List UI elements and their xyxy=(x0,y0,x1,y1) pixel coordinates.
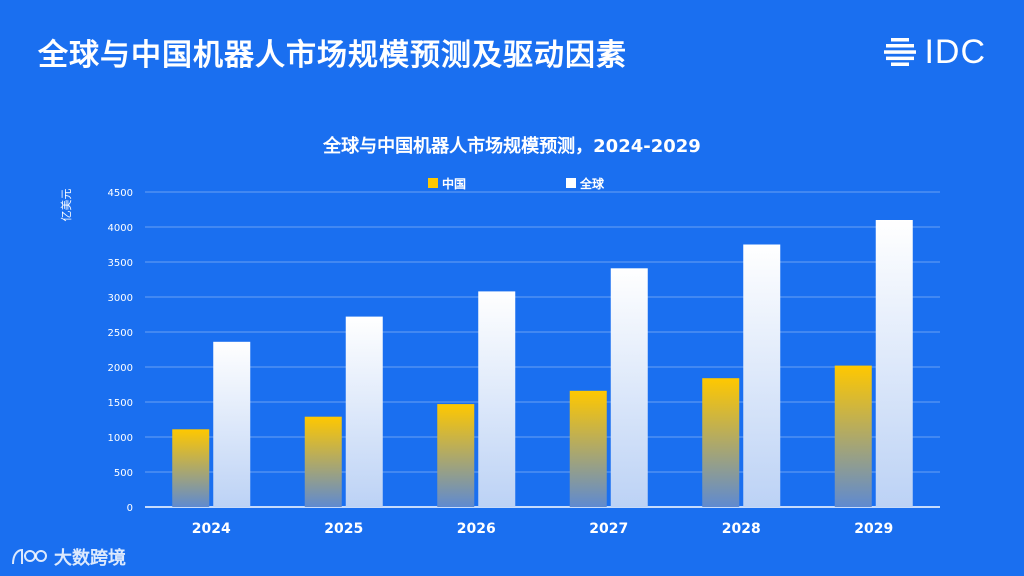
y-tick-label: 4000 xyxy=(108,223,133,234)
y-tick-label: 2500 xyxy=(108,328,133,339)
china-bar xyxy=(834,365,872,507)
watermark-text: 大数跨境 xyxy=(54,548,126,569)
china-bar xyxy=(702,378,740,507)
y-tick-label: 2000 xyxy=(108,363,133,374)
chart-title: 全球与中国机器人市场规模预测，2024-2029 xyxy=(323,136,701,157)
logo-text: IDC xyxy=(924,33,986,71)
x-tick-label: 2028 xyxy=(722,521,761,537)
global-bar xyxy=(345,316,383,507)
y-tick-label: 4500 xyxy=(108,188,133,199)
china-bar xyxy=(569,390,607,507)
y-tick-label: 3000 xyxy=(108,293,133,304)
legend-swatch-china xyxy=(428,178,438,188)
y-tick-label: 1000 xyxy=(108,433,133,444)
x-tick-label: 2025 xyxy=(324,521,363,537)
legend-label-global: 全球 xyxy=(579,176,605,191)
china-bar xyxy=(172,429,210,507)
global-bar xyxy=(610,268,648,507)
watermark: 大数跨境 xyxy=(10,544,126,570)
legend-label-china: 中国 xyxy=(442,176,466,191)
x-tick-label: 2029 xyxy=(854,521,893,537)
global-bar xyxy=(478,291,516,507)
page-title: 全球与中国机器人市场规模预测及驱动因素 xyxy=(38,38,627,73)
global-bar xyxy=(875,220,913,507)
x-tick-label: 2024 xyxy=(192,521,231,537)
y-tick-label: 0 xyxy=(127,503,133,514)
china-bar xyxy=(304,416,342,507)
y-axis-label: 亿美元 xyxy=(60,189,73,222)
global-bar xyxy=(743,244,781,507)
idc-logo: IDC xyxy=(882,34,986,70)
y-tick-label: 500 xyxy=(114,468,133,479)
y-tick-label: 1500 xyxy=(108,398,133,409)
watermark-logo-icon xyxy=(12,548,47,565)
china-bar xyxy=(437,404,475,507)
x-tick-label: 2026 xyxy=(457,521,496,537)
x-tick-label: 2027 xyxy=(589,521,628,537)
global-bar xyxy=(213,341,251,507)
globe-icon xyxy=(884,38,917,66)
y-tick-label: 3500 xyxy=(108,258,133,269)
legend-swatch-global xyxy=(566,178,576,188)
